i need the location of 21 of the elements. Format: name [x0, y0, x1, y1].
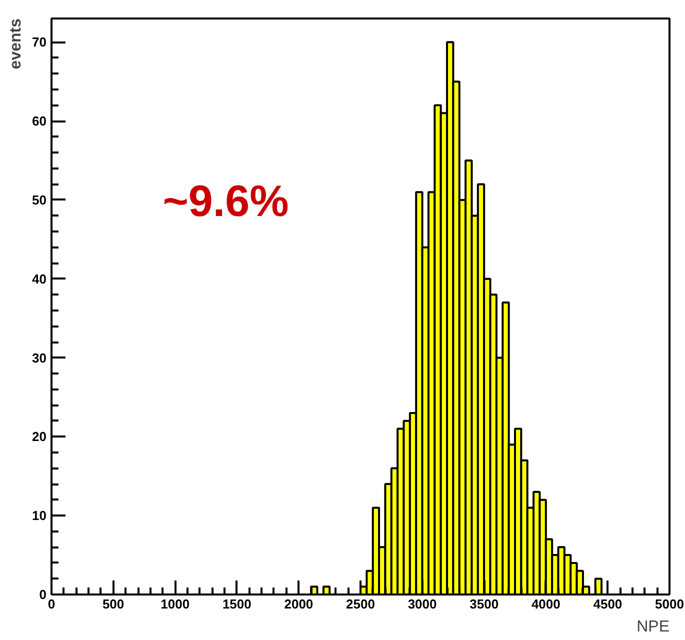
- y-tick-label: 50: [32, 192, 47, 208]
- x-axis-title: NPE: [636, 618, 670, 636]
- x-tick-label: 1000: [160, 596, 190, 612]
- y-tick-label: 70: [32, 34, 47, 50]
- y-axis-title: events: [8, 18, 24, 70]
- x-tick-label: 2500: [346, 596, 375, 612]
- y-tick-label: 20: [32, 429, 47, 444]
- x-tick-label: 500: [102, 596, 124, 612]
- x-tick-label: 5000: [655, 596, 684, 612]
- x-tick-label: 4500: [593, 596, 622, 612]
- y-tick-label: 0: [39, 587, 47, 602]
- x-tick-label: 3000: [408, 596, 437, 612]
- y-tick-label: 40: [32, 271, 47, 286]
- annotation: ~9.6%: [162, 176, 289, 226]
- x-tick-label: 4000: [531, 596, 560, 612]
- y-tick-label: 10: [32, 508, 47, 524]
- x-tick-label: 2000: [284, 596, 314, 612]
- y-tick-label: 60: [32, 114, 47, 129]
- x-tick-label: 3500: [470, 596, 499, 612]
- x-tick-label: 1500: [222, 596, 252, 612]
- y-tick-label: 30: [32, 350, 47, 366]
